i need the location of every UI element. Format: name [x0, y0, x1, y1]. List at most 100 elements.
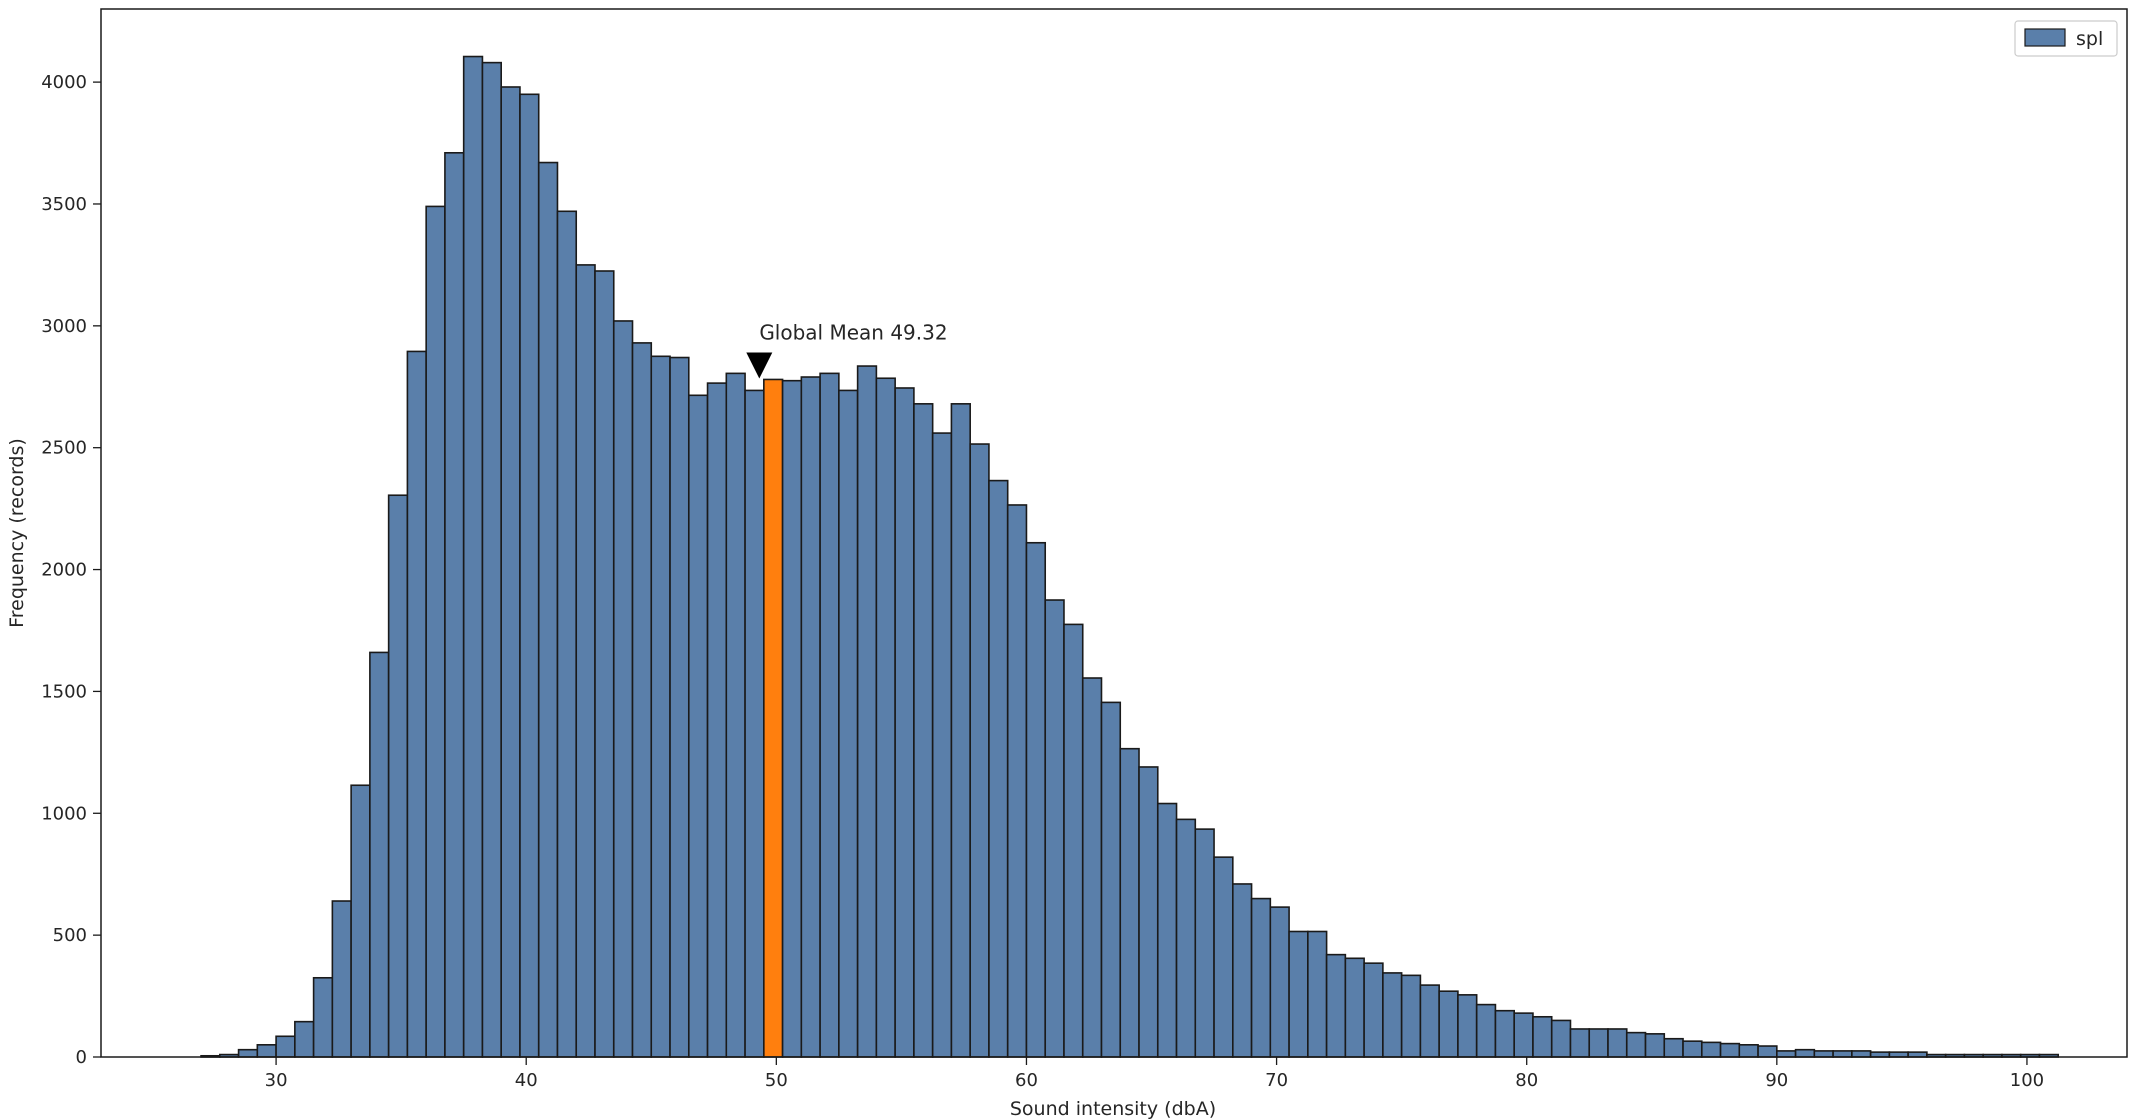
histogram-bar: [1025, 541, 1047, 1058]
histogram-bar: [1513, 1012, 1534, 1058]
histogram-bar: [1475, 1003, 1497, 1058]
x-tick-label: 60: [1015, 1070, 1038, 1091]
x-axis-label: Sound intensity (dbA): [1010, 1098, 1216, 1120]
histogram-bar-mean: [763, 378, 784, 1058]
x-tick-label: 30: [265, 1070, 288, 1091]
histogram-bar: [875, 377, 896, 1058]
histogram-bar: [894, 387, 915, 1058]
histogram-bar: [1100, 701, 1122, 1058]
histogram-bar: [425, 205, 446, 1058]
histogram-bar: [1081, 677, 1103, 1058]
histogram-bar: [294, 1020, 315, 1058]
histogram-bar: [1175, 818, 1197, 1058]
histogram-bar: [725, 372, 746, 1058]
histogram-bar: [1250, 897, 1272, 1058]
histogram-bar: [950, 403, 971, 1058]
y-axis-label: Frequency (records): [6, 438, 28, 628]
histogram-bar: [669, 356, 690, 1058]
histogram-bar: [1288, 930, 1309, 1058]
histogram-bar: [1813, 1050, 1834, 1058]
histogram-bar: [1382, 972, 1403, 1058]
histogram-bar: [1344, 957, 1365, 1058]
histogram-bar: [650, 355, 671, 1058]
histogram-bar: [631, 342, 653, 1058]
histogram-bar: [612, 320, 634, 1058]
mean-arrow-marker: [746, 352, 773, 379]
y-tick-label: 2000: [41, 560, 87, 581]
histogram-bar: [988, 479, 1009, 1058]
histogram-bar: [1738, 1044, 1759, 1058]
histogram-bar: [237, 1048, 259, 1058]
y-tick-label: 3000: [41, 316, 87, 337]
histogram-bar: [462, 55, 484, 1058]
histogram-bar: [1419, 984, 1440, 1058]
y-tick-label: 3500: [41, 194, 87, 215]
histogram-bar: [556, 210, 578, 1058]
histogram-bar: [913, 403, 934, 1058]
histogram-bar: [1194, 828, 1215, 1058]
histogram-bar: [1588, 1028, 1609, 1058]
histogram-bar: [1494, 1009, 1515, 1058]
histogram-bars: [200, 55, 2060, 1058]
y-tick-label: 2500: [41, 438, 87, 459]
histogram-bar: [1044, 599, 1065, 1058]
histogram-bar: [1776, 1050, 1797, 1058]
plot-frame: [100, 8, 2128, 1058]
histogram-bar: [312, 976, 334, 1058]
histogram-bar: [369, 651, 390, 1058]
histogram-bar: [1607, 1028, 1628, 1058]
histogram-bar: [706, 382, 728, 1058]
histogram-bar: [744, 389, 765, 1058]
x-tick-label: 80: [1515, 1070, 1538, 1091]
histogram-bar: [1644, 1033, 1666, 1058]
histogram-bar: [1794, 1048, 1816, 1058]
histogram-bar: [1006, 504, 1028, 1058]
histogram-bar: [256, 1044, 277, 1058]
x-tick-label: 90: [1765, 1070, 1788, 1091]
histogram-bar: [1269, 906, 1290, 1058]
histogram-bar: [1363, 962, 1384, 1058]
histogram-bar: [481, 61, 502, 1058]
histogram-bar: [1682, 1040, 1703, 1058]
mean-annotation-label: Global Mean 49.32: [759, 320, 947, 344]
histogram-bar: [781, 379, 803, 1058]
histogram-bar: [1138, 766, 1159, 1058]
histogram-bar: [1438, 990, 1459, 1058]
histogram-bar: [1232, 883, 1253, 1058]
histogram-bar: [1400, 974, 1422, 1058]
histogram-bar: [387, 494, 409, 1058]
histogram-bar: [1532, 1015, 1553, 1058]
x-tick-label: 100: [2010, 1070, 2044, 1091]
legend-swatch-spl: [2024, 28, 2066, 47]
histogram-bar: [1213, 856, 1234, 1058]
histogram-bar: [1663, 1037, 1684, 1058]
mean-annotation: Global Mean 49.32: [746, 320, 948, 379]
y-tick-label: 0: [76, 1047, 87, 1068]
legend-label-spl: spl: [2076, 28, 2103, 50]
histogram-bar: [1457, 994, 1478, 1058]
histogram-bar: [800, 376, 821, 1058]
y-tick-label: 1500: [41, 681, 87, 702]
histogram-bar: [500, 86, 521, 1058]
histogram-bar: [594, 270, 615, 1058]
histogram-bar: [1625, 1031, 1647, 1058]
histogram-bar: [275, 1035, 296, 1058]
histogram-bar: [838, 389, 859, 1058]
y-axis-ticks: 0 500 1000 1500 2000 2500 3000 3500 4000: [41, 72, 101, 1068]
histogram-bar: [1325, 953, 1347, 1058]
histogram-bar: [1307, 930, 1328, 1058]
y-tick-label: 1000: [41, 803, 87, 824]
histogram-bar: [931, 432, 953, 1058]
histogram-bar: [969, 443, 990, 1058]
histogram-bar: [1550, 1019, 1572, 1058]
histogram-bar: [856, 365, 878, 1058]
x-tick-label: 70: [1265, 1070, 1288, 1091]
histogram-bar: [1757, 1045, 1778, 1058]
legend: spl: [2014, 20, 2118, 57]
histogram-bar: [331, 900, 352, 1058]
histogram-bar: [1700, 1041, 1722, 1058]
x-axis-ticks: 30 40 50 60 70 80 90 100: [265, 1057, 2044, 1091]
histogram-bar: [1719, 1042, 1741, 1058]
histogram-bar: [1832, 1050, 1853, 1058]
histogram-bar: [406, 350, 427, 1058]
